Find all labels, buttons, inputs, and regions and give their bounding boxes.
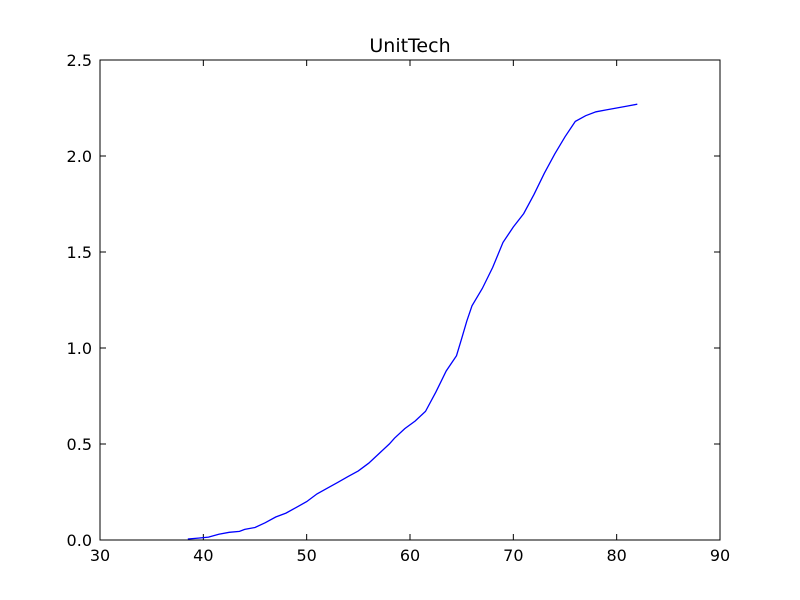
y-tick-label: 2.5 [67, 51, 92, 70]
x-tick-label: 50 [296, 546, 316, 565]
y-tick-label: 0.5 [67, 435, 92, 454]
series-line [187, 103, 638, 540]
chart-title: UnitTech [369, 35, 450, 57]
y-tick-label: 1.5 [67, 243, 92, 262]
y-tick-label: 0.0 [67, 531, 92, 550]
x-tick-label: 80 [606, 546, 626, 565]
x-tick-label: 40 [193, 546, 213, 565]
series-layer [187, 103, 638, 540]
y-tick-label: 1.0 [67, 339, 92, 358]
x-tick-label: 60 [400, 546, 420, 565]
y-axis: 0.0 0.5 1.0 1.5 2.0 2.5 [67, 51, 720, 550]
x-axis: 30 40 50 60 70 80 90 [90, 60, 730, 565]
x-tick-label: 70 [503, 546, 523, 565]
x-tick-label: 30 [90, 546, 110, 565]
x-tick-label: 90 [710, 546, 730, 565]
y-tick-label: 2.0 [67, 147, 92, 166]
plot-frame [99, 59, 721, 541]
